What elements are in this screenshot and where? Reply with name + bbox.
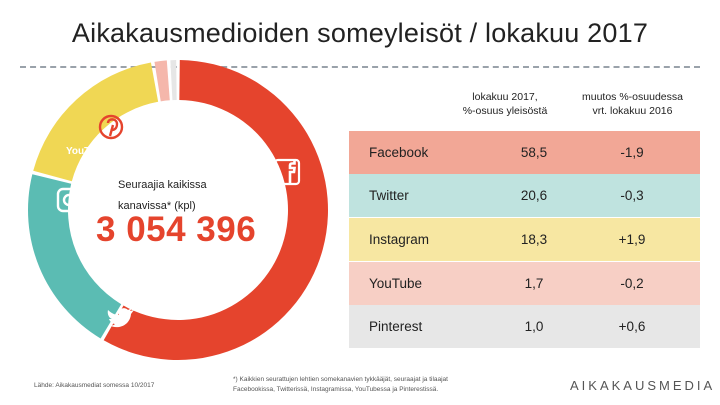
pinterest-icon	[98, 114, 124, 140]
center-label: Seuraajia kaikissa kanavissa* (kpl)	[118, 175, 258, 217]
page-title: Aikakausmedioiden someyleisöt / lokakuu …	[71, 18, 649, 48]
footnote-line2: Facebookissa, Twitterissä, Instagramissa…	[233, 386, 439, 393]
footnote-line1: *) Kaikkien seurattujen lehtien somekana…	[233, 376, 448, 383]
channel-name: YouTube	[369, 276, 423, 291]
footnote: *) Kaikkien seurattujen lehtien somekana…	[233, 375, 523, 395]
channel-name: Pinterest	[369, 319, 423, 334]
change-value: -0,3	[620, 188, 644, 203]
donut-slice-facebook	[103, 60, 328, 360]
change-value: +1,9	[618, 232, 646, 247]
table-row: Twitter 20,6 -0,3	[349, 174, 700, 217]
share-column-header: lokakuu 2017, %-osuus yleisöstä	[445, 90, 565, 118]
change-column-header: muutos %-osuudessa vrt. lokakuu 2016	[565, 90, 700, 118]
table-row: Pinterest 1,0 +0,6	[349, 305, 700, 348]
change-header-line1: muutos %-osuudessa	[582, 91, 683, 103]
table-row: Facebook 58,5 -1,9	[349, 131, 700, 174]
donut-slice-instagram	[33, 62, 159, 182]
share-value: 58,5	[520, 145, 548, 160]
change-header-line2: vrt. lokakuu 2016	[592, 105, 673, 117]
center-label-line1: Seuraajia kaikissa	[118, 179, 207, 191]
donut-slice-twitter	[27, 174, 122, 339]
facebook-icon	[273, 158, 301, 186]
share-value: 1,7	[524, 276, 544, 291]
youtube-icon: YouTube	[66, 146, 108, 157]
share-value: 20,6	[520, 188, 548, 203]
twitter-icon	[107, 308, 134, 328]
donut-chart: YouTube	[27, 60, 328, 360]
channel-name: Twitter	[369, 188, 409, 203]
change-value: -1,9	[620, 145, 644, 160]
total-followers: 3 054 396	[96, 210, 257, 249]
channel-name: Facebook	[369, 145, 429, 160]
change-value: -0,2	[620, 276, 644, 291]
channel-name: Instagram	[369, 232, 430, 247]
brand-logo: AIKAKAUSMEDIA	[570, 378, 716, 393]
share-value: 18,3	[520, 232, 548, 247]
table-row: Instagram 18,3 +1,9	[349, 218, 700, 261]
table-row: YouTube 1,7 -0,2	[349, 262, 700, 305]
instagram-icon	[56, 187, 82, 213]
share-value: 1,0	[524, 319, 544, 334]
youtube-icon-label: YouTube	[66, 146, 108, 157]
change-value: +0,6	[618, 319, 646, 334]
donut-slice-pinterest	[170, 60, 177, 101]
share-header-line2: %-osuus yleisöstä	[462, 105, 548, 117]
source-note: Lähde: Aikakausmediat somessa 10/2017	[34, 382, 155, 389]
donut-slice-youtube	[154, 60, 170, 102]
center-label-line2: kanavissa* (kpl)	[118, 200, 196, 212]
title-divider	[20, 66, 700, 68]
share-header-line1: lokakuu 2017,	[472, 91, 538, 103]
